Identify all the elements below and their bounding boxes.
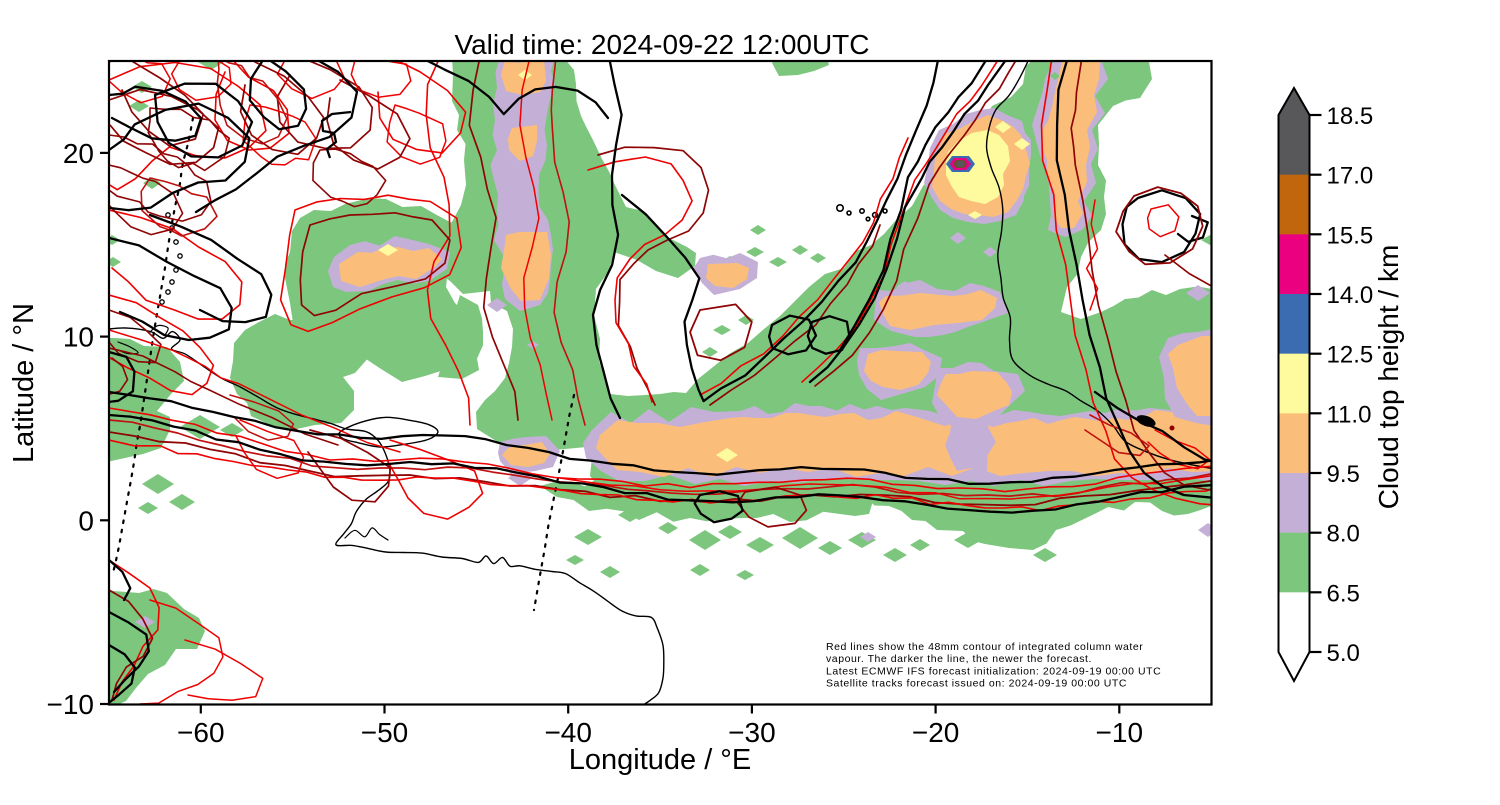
svg-text:11.0: 11.0 <box>1327 401 1372 428</box>
svg-text:Satellite tracks forecast issu: Satellite tracks forecast issued on: 202… <box>826 678 1127 690</box>
svg-text:Red lines show the 48mm contou: Red lines show the 48mm contour of integ… <box>826 641 1143 653</box>
svg-text:10: 10 <box>63 322 94 353</box>
svg-text:12.5: 12.5 <box>1327 342 1374 369</box>
svg-text:−40: −40 <box>544 717 592 748</box>
svg-text:17.0: 17.0 <box>1327 163 1374 190</box>
svg-text:18.5: 18.5 <box>1327 103 1374 130</box>
svg-text:20: 20 <box>63 138 94 169</box>
svg-text:0: 0 <box>78 505 94 536</box>
svg-text:−10: −10 <box>47 689 95 720</box>
svg-text:15.5: 15.5 <box>1327 222 1374 249</box>
svg-text:Cloud top height / km: Cloud top height / km <box>1373 245 1404 510</box>
svg-text:−60: −60 <box>177 717 225 748</box>
svg-text:vapour. The darker the line, t: vapour. The darker the line, the newer t… <box>826 653 1092 665</box>
svg-text:6.5: 6.5 <box>1327 580 1360 607</box>
svg-text:−30: −30 <box>728 717 776 748</box>
svg-text:14.0: 14.0 <box>1327 282 1374 309</box>
svg-text:Longitude / °E: Longitude / °E <box>569 744 752 776</box>
svg-text:Valid time: 2024-09-22 12:00UT: Valid time: 2024-09-22 12:00UTC <box>454 29 869 60</box>
svg-text:9.5: 9.5 <box>1327 461 1360 488</box>
svg-text:−20: −20 <box>912 717 960 748</box>
svg-text:−50: −50 <box>361 717 409 748</box>
svg-text:Latest ECMWF IFS forecast init: Latest ECMWF IFS forecast initialization… <box>826 665 1161 677</box>
svg-text:−10: −10 <box>1096 717 1144 748</box>
svg-text:8.0: 8.0 <box>1327 521 1360 548</box>
svg-text:5.0: 5.0 <box>1327 640 1360 667</box>
svg-text:Latitude / °N: Latitude / °N <box>8 303 40 463</box>
